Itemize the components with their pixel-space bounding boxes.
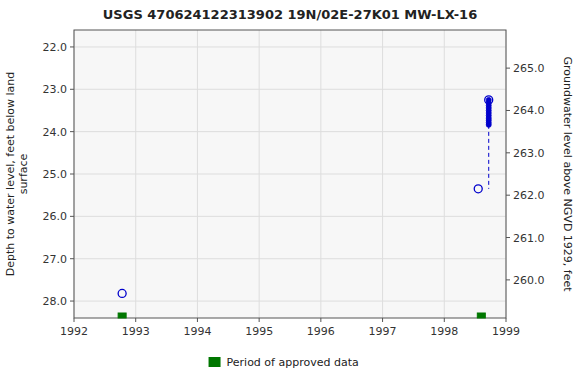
tick	[70, 89, 74, 90]
chart: USGS 470624122313902 19N/02E-27K01 MW-LX…	[0, 0, 576, 384]
tick	[506, 152, 510, 153]
tick-label: 263.0	[513, 147, 545, 160]
tick-label: 25.0	[43, 168, 68, 181]
tick	[506, 237, 510, 238]
period-layer	[118, 313, 485, 318]
tick	[506, 68, 510, 69]
tick	[197, 318, 198, 322]
tick	[506, 195, 510, 196]
approved-period	[118, 313, 126, 318]
tick-label: 1997	[369, 325, 397, 338]
grid-line	[74, 131, 506, 132]
tick-label: 24.0	[43, 126, 68, 139]
tick	[382, 318, 383, 322]
tick	[74, 318, 75, 322]
grid-line	[74, 174, 506, 175]
tick	[70, 301, 74, 302]
tick-label: 1992	[60, 325, 88, 338]
tick-label: 27.0	[43, 253, 68, 266]
tick-label: 262.0	[513, 189, 545, 202]
tick	[70, 216, 74, 217]
tick	[506, 110, 510, 111]
tick-label: 26.0	[43, 210, 68, 223]
tick-label: 1995	[245, 325, 273, 338]
plot-frame	[74, 30, 506, 318]
data-layer	[118, 96, 493, 298]
approved-period	[477, 313, 485, 318]
line	[488, 125, 489, 189]
open-point	[118, 289, 126, 297]
tick	[444, 318, 445, 322]
open-point	[474, 185, 482, 193]
grid-line	[74, 258, 506, 259]
tick-label: 1996	[307, 325, 335, 338]
axis-label: Groundwater level above NGVD 1929, feet	[561, 56, 574, 292]
open-point	[485, 96, 493, 104]
grid-line	[74, 301, 506, 302]
plot-area	[74, 30, 506, 318]
tick	[135, 318, 136, 322]
grid-line	[74, 46, 506, 47]
tick-label: 28.0	[43, 295, 68, 308]
axes: 1992 1993 1994 1995 1996 1997 1998 1999 22.0 23.0…	[43, 30, 545, 338]
tick-label: 22.0	[43, 41, 68, 54]
tick	[70, 131, 74, 132]
tick-label: 265.0	[513, 62, 545, 75]
grid-line	[74, 216, 506, 217]
title: USGS 470624122313902 19N/02E-27K01 MW-LX…	[103, 7, 477, 22]
tick	[259, 318, 260, 322]
tick-label: 260.0	[513, 274, 545, 287]
tick	[506, 279, 510, 280]
legend-swatch	[209, 357, 221, 367]
axis-label: Depth to water level, feet below landsur…	[4, 72, 30, 277]
tick	[70, 258, 74, 259]
tick	[70, 46, 74, 47]
tick-label: 264.0	[513, 104, 545, 117]
tick-label: 1994	[183, 325, 211, 338]
tick-label: 23.0	[43, 83, 68, 96]
tick-label: 1999	[492, 325, 520, 338]
tick-label: 1998	[430, 325, 458, 338]
tick-label: 261.0	[513, 232, 545, 245]
legend-label: Period of approved data	[227, 356, 359, 369]
legend: Period of approved data	[209, 356, 359, 369]
tick	[320, 318, 321, 322]
tick-label: 1993	[122, 325, 150, 338]
grid-line	[74, 89, 506, 90]
tick	[70, 174, 74, 175]
tick	[506, 318, 507, 322]
